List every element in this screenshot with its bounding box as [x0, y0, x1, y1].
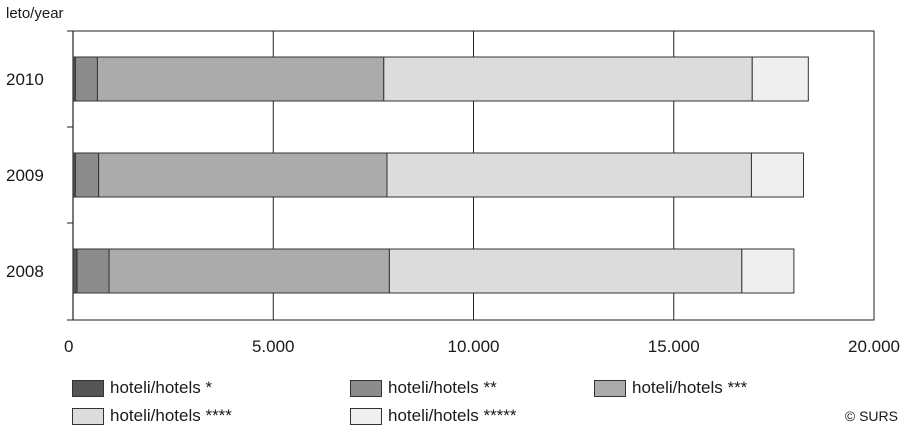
legend-item-hotels-4star: hoteli/hotels ****	[72, 406, 232, 426]
y-axis-title: leto/year	[6, 5, 64, 22]
copyright-notice: © SURS	[844, 408, 898, 424]
category-label-2010: 2010	[6, 70, 44, 89]
bar-segment-2010-series-2	[74, 56, 98, 102]
legend-item-hotels-2star: hoteli/hotels **	[350, 378, 497, 398]
legend-item-hotels-3star: hoteli/hotels ***	[594, 378, 747, 398]
bar-segment-2010-series-3	[96, 56, 385, 102]
x-tick-label: 10.000	[448, 337, 500, 356]
bar-segment-2008-series-3	[108, 248, 390, 294]
category-label-2008: 2008	[6, 262, 44, 281]
bar-segment-2009-series-5	[750, 152, 805, 198]
legend-label: hoteli/hotels ***	[632, 378, 748, 397]
legend-swatch	[350, 407, 382, 425]
bar-segment-2008-series-5	[741, 248, 795, 294]
category-label-2009: 2009	[6, 166, 44, 185]
x-tick-label: 0	[64, 337, 73, 356]
legend-swatch	[350, 379, 382, 397]
x-tick-label: 5.000	[252, 337, 295, 356]
legend-label: hoteli/hotels ****	[110, 406, 232, 425]
legend-swatch	[72, 379, 104, 397]
legend-label: hoteli/hotels *	[110, 378, 213, 397]
legend-item-hotels-1star: hoteli/hotels *	[72, 378, 212, 398]
legend-label: hoteli/hotels **	[388, 378, 497, 397]
bar-segment-2009-series-2	[74, 152, 100, 198]
bar-segment-2010-series-4	[383, 56, 753, 102]
bar-segment-2008-series-2	[76, 248, 110, 294]
bar-segment-2009-series-3	[98, 152, 388, 198]
legend-swatch	[594, 379, 626, 397]
x-tick-label: 15.000	[648, 337, 700, 356]
x-tick-label: 20.000	[848, 337, 900, 356]
legend-swatch	[72, 407, 104, 425]
bar-segment-2008-series-4	[388, 248, 743, 294]
legend-label: hoteli/hotels *****	[388, 406, 517, 425]
bar-segment-2010-series-5	[751, 56, 809, 102]
bar-segment-2009-series-4	[386, 152, 752, 198]
legend-item-hotels-5star: hoteli/hotels *****	[350, 406, 517, 426]
bar-segment-2008-series-1	[72, 248, 78, 294]
